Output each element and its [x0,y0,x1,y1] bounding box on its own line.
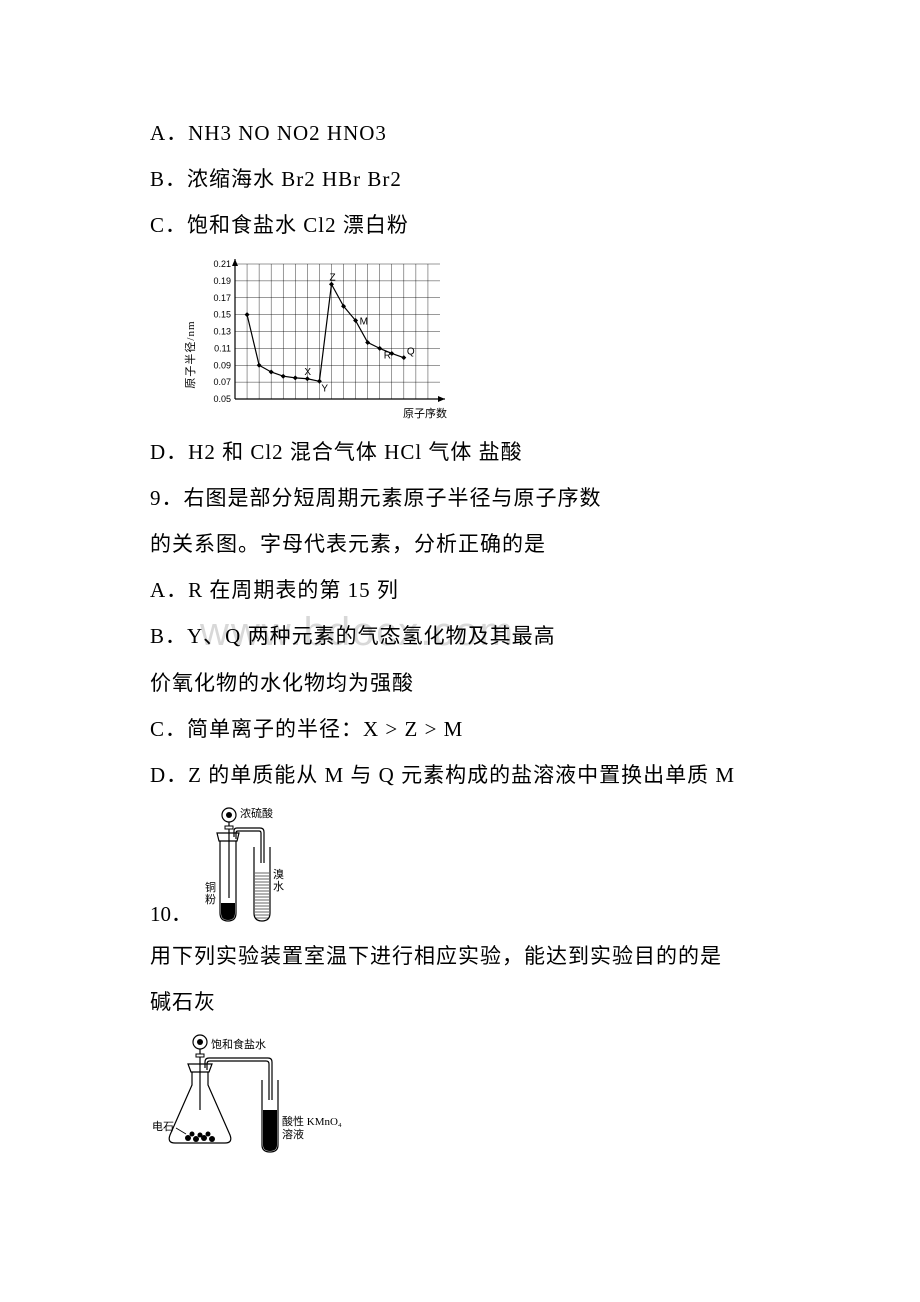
q10-line2: 碱石灰 [150,979,790,1025]
q9-option-b2: 价氧化物的水化物均为强酸 [150,660,790,706]
q8-option-d: D．H2 和 Cl2 混合气体 HCl 气体 盐酸 [150,429,790,475]
experiment-diagram-2: 饱和食盐水电石 酸性 KMnO₄溶液 [150,1030,790,1165]
q10-label: 10． [150,898,192,928]
svg-text:0.09: 0.09 [213,360,231,370]
svg-text:0.21: 0.21 [213,259,231,269]
svg-text:水: 水 [273,880,284,893]
svg-text:0.07: 0.07 [213,377,231,387]
q9-stem-1: 9．右图是部分短周期元素原子半径与原子序数 [150,475,790,521]
svg-text:饱和食盐水: 饱和食盐水 [211,1037,266,1051]
svg-text:原子半径/nm: 原子半径/nm [183,320,197,388]
q9-option-d: D．Z 的单质能从 M 与 Q 元素构成的盐溶液中置换出单质 M [150,752,790,798]
q9-option-c: C．简单离子的半径：X > Z > M [150,706,790,752]
atomic-radius-chart: 0.05 0.07 0.09 0.11 0.13 0.15 0.17 0.19 0.21 XY Z M… [180,254,790,424]
svg-text:酸性 KMnO₄: 酸性 KMnO₄ [282,1114,342,1128]
page-content: A．NH3 NO NO2 HNO3 B．浓缩海水 Br2 HBr Br2 C．饱… [150,110,790,1165]
q9-option-a: A．R 在周期表的第 15 列 [150,567,790,613]
svg-text:0.11: 0.11 [214,343,231,353]
svg-text:X: X [304,366,311,377]
q8-option-a: A．NH3 NO NO2 HNO3 [150,110,790,156]
q8-option-c: C．饱和食盐水 Cl2 漂白粉 [150,202,790,248]
q10-line1: 用下列实验装置室温下进行相应实验，能达到实验目的的是 [150,933,790,979]
svg-text:Q: Q [407,346,415,357]
q9-option-b: B．Y、Q 两种元素的气态氢化物及其最高 [150,613,790,659]
svg-text:Z: Z [329,272,335,283]
experiment-diagram-1: 浓硫酸铜粉 溴水 [202,803,312,933]
svg-text:0.15: 0.15 [213,309,231,319]
svg-text:R: R [384,350,391,361]
q8-option-b: B．浓缩海水 Br2 HBr Br2 [150,156,790,202]
svg-text:铜: 铜 [205,880,216,894]
svg-text:0.05: 0.05 [213,394,231,404]
svg-text:溶液: 溶液 [282,1127,304,1141]
svg-text:0.13: 0.13 [213,326,231,336]
svg-text:浓硫酸: 浓硫酸 [240,806,273,820]
svg-text:粉: 粉 [205,893,216,906]
svg-text:0.17: 0.17 [213,292,231,302]
q9-stem-2: 的关系图。字母代表元素，分析正确的是 [150,521,790,567]
svg-text:M: M [360,316,368,327]
svg-text:溴: 溴 [273,867,284,881]
svg-text:0.19: 0.19 [213,275,231,285]
svg-text:电石: 电石 [152,1120,174,1133]
svg-text:Y: Y [321,383,328,394]
svg-text:原子序数: 原子序数 [403,406,447,419]
